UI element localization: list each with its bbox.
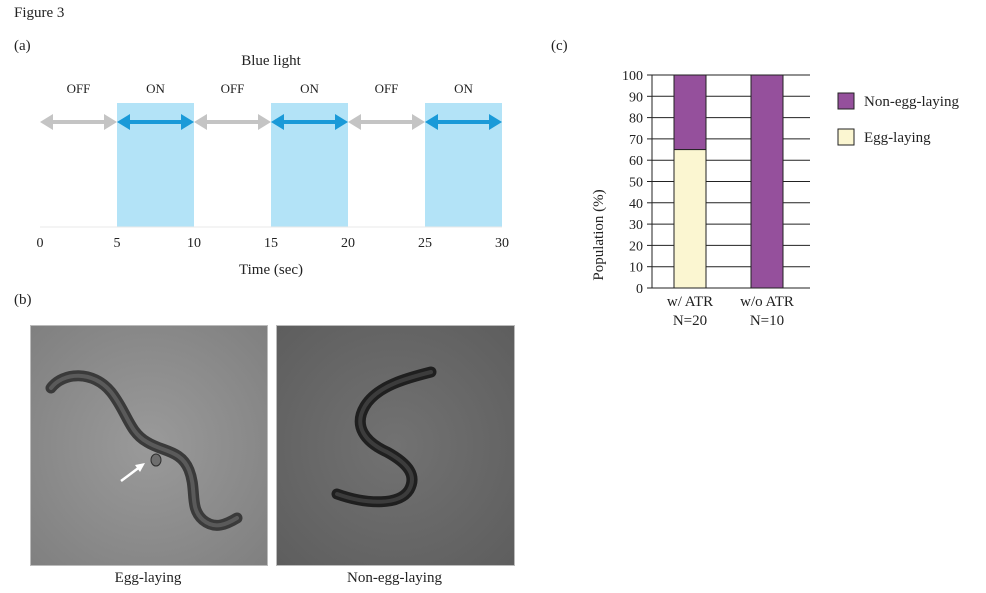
- legend-label: Egg-laying: [864, 130, 931, 146]
- non-egg-laying-photo: [276, 325, 515, 566]
- worm-body-highlight: [49, 373, 239, 528]
- interval-label: ON: [454, 81, 473, 96]
- y-tick-label: 60: [629, 154, 643, 169]
- x-tick-label: 5: [114, 236, 121, 251]
- arrowhead-left-icon: [40, 114, 53, 130]
- panel-label-c: (c): [551, 38, 568, 54]
- population-stacked-bar-chart: Population (%) 0 10 20 30 40 50 60 70 80 90 100 w/…: [591, 69, 959, 329]
- interval-label: ON: [146, 81, 165, 96]
- y-tick-label: 10: [629, 261, 643, 276]
- arrowhead-left-icon: [117, 114, 130, 130]
- x-tick-label: 15: [264, 236, 278, 251]
- category-sample-size: N=20: [673, 313, 707, 329]
- bar-segment-egg-laying: [673, 149, 707, 289]
- arrowhead-left-icon: [425, 114, 438, 130]
- interval-label: ON: [300, 81, 319, 96]
- category-sample-size: N=10: [750, 313, 784, 329]
- category-label: w/o ATR: [740, 294, 794, 310]
- arrowhead-left-icon: [194, 114, 207, 130]
- x-tick-label: 10: [187, 236, 201, 251]
- egg-laying-worm-image: [31, 326, 267, 565]
- arrowhead-right-icon: [412, 114, 425, 130]
- y-tick-label: 100: [622, 69, 643, 84]
- arrowhead-left-icon: [348, 114, 361, 130]
- legend-swatch: [837, 128, 855, 146]
- non-egg-laying-caption: Non-egg-laying: [347, 570, 442, 586]
- y-tick-label: 0: [636, 282, 643, 297]
- x-tick-label: 25: [418, 236, 432, 251]
- arrowhead-icon: [135, 463, 145, 472]
- arrowhead-right-icon: [181, 114, 194, 130]
- bar-segment-non-egg-laying: [673, 74, 707, 151]
- egg-laying-caption: Egg-laying: [114, 570, 182, 586]
- timeline-x-axis-label: Time (sec): [239, 262, 303, 278]
- legend-swatch: [837, 92, 855, 110]
- y-tick-label: 70: [629, 133, 643, 148]
- interval-label: OFF: [221, 81, 245, 96]
- timeline-title: Blue light: [241, 53, 301, 69]
- egg-shape: [150, 453, 162, 467]
- egg-laying-photo: [30, 325, 268, 566]
- bar-segment-non-egg-laying: [750, 74, 784, 289]
- arrowhead-right-icon: [489, 114, 502, 130]
- interval-label: OFF: [375, 81, 399, 96]
- worm-body-highlight: [335, 370, 433, 504]
- light-timeline-chart: Blue light OFF ON OFF ON OFF ON 0 5 10 15 20 25 30 T…: [37, 53, 510, 278]
- y-tick-label: 90: [629, 90, 643, 105]
- y-tick-label: 80: [629, 112, 643, 127]
- interval-label: OFF: [67, 81, 91, 96]
- figure-title: Figure 3: [14, 5, 65, 21]
- y-tick-label: 40: [629, 197, 643, 212]
- category-label: w/ ATR: [667, 294, 713, 310]
- arrowhead-left-icon: [271, 114, 284, 130]
- y-axis-label: Population (%): [591, 189, 607, 280]
- y-tick-label: 20: [629, 239, 643, 254]
- x-tick-label: 30: [495, 236, 509, 251]
- panel-label-a: (a): [14, 38, 31, 54]
- panel-label-b: (b): [14, 292, 32, 308]
- x-tick-label: 0: [37, 236, 44, 251]
- arrowhead-right-icon: [104, 114, 117, 130]
- arrowhead-right-icon: [335, 114, 348, 130]
- x-tick-label: 20: [341, 236, 355, 251]
- arrowhead-right-icon: [258, 114, 271, 130]
- legend-label: Non-egg-laying: [864, 94, 959, 110]
- non-egg-laying-worm-image: [277, 326, 514, 565]
- y-tick-label: 30: [629, 218, 643, 233]
- y-tick-label: 50: [629, 176, 643, 191]
